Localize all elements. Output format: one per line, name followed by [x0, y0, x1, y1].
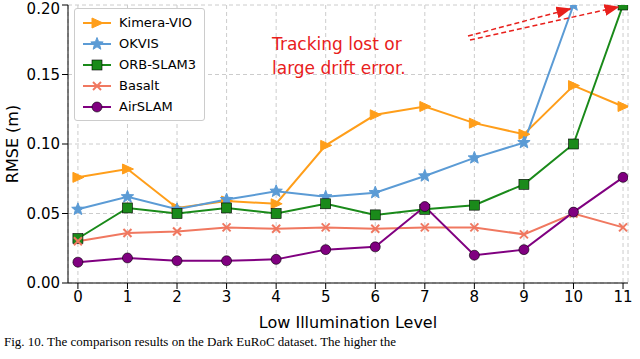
html-text:AirSLAM: AirSLAM [119, 99, 173, 114]
svg-text:4: 4 [271, 288, 281, 306]
svg-text:3: 3 [222, 288, 232, 306]
svg-text:Tracking lost or: Tracking lost or [271, 34, 402, 54]
svg-text:0.10: 0.10 [27, 135, 60, 153]
svg-text:0.00: 0.00 [27, 274, 60, 292]
svg-text:6: 6 [370, 288, 380, 306]
svg-text:RMSE (m): RMSE (m) [8, 105, 22, 183]
html-text:ORB-SLAM3: ORB-SLAM3 [119, 57, 197, 72]
svg-text:0: 0 [73, 288, 83, 306]
html-text:OKVIS: OKVIS [119, 36, 159, 51]
svg-text:8: 8 [470, 288, 480, 306]
svg-text:Low Illumination Level: Low Illumination Level [259, 313, 437, 328]
svg-text:9: 9 [519, 288, 529, 306]
svg-text:0.15: 0.15 [27, 66, 60, 84]
svg-text:0.20: 0.20 [27, 0, 60, 18]
html-text:Basalt: Basalt [119, 78, 160, 93]
svg-text:5: 5 [321, 288, 331, 306]
svg-text:7: 7 [420, 288, 430, 306]
svg-text:10: 10 [564, 288, 583, 306]
html-text:Kimera-VIO: Kimera-VIO [119, 15, 192, 30]
svg-text:1: 1 [123, 288, 133, 306]
svg-text:large drift error.: large drift error. [272, 58, 406, 78]
svg-text:11: 11 [613, 288, 632, 306]
svg-text:2: 2 [172, 288, 182, 306]
svg-text:0.05: 0.05 [27, 205, 60, 223]
html-text:Fig. 10. The comparison result: Fig. 10. The comparison results on the D… [4, 334, 396, 349]
